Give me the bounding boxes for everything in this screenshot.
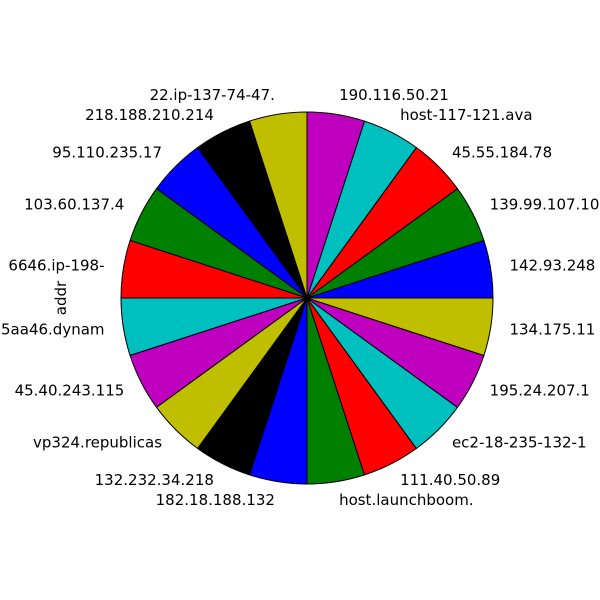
pie-slice-label: 139.99.107.10 (490, 195, 600, 213)
pie-slice-label: vp324.republicas (33, 433, 162, 451)
pie-slice-label: 103.60.137.4 (24, 195, 124, 213)
pie-slice-label: 134.175.11 (509, 321, 595, 339)
pie-slice-label: 95.110.235.17 (52, 144, 162, 162)
pie-slices (120, 111, 494, 485)
pie-slice (306, 297, 494, 357)
pie-slice-label: 182.18.188.132 (156, 491, 275, 509)
pie-slice-label: host-117-121.ava (400, 106, 533, 124)
pie-slice-label: 190.116.50.21 (339, 86, 449, 104)
pie-slice-label: 5aa46.dynam (1, 321, 105, 339)
pie-slice-label: 218.188.210.214 (85, 106, 214, 124)
pie-slice-label: 195.24.207.1 (490, 382, 590, 400)
pie-slice-label: 111.40.50.89 (400, 471, 500, 489)
pie-slice-label: 22.ip-137-74-47. (150, 86, 275, 104)
pie-slice-label: 142.93.248 (509, 256, 595, 274)
pie-slice-label: 132.232.34.218 (95, 471, 214, 489)
pie-slice-label: 45.55.184.78 (452, 144, 552, 162)
pie-slice-label: host.launchboom. (339, 491, 474, 509)
y-axis-label: addr (52, 280, 70, 315)
pie-labels: 142.93.248 139.99.107.10 45.55.184.78 host-… (1, 86, 599, 509)
pie-slice-label: ec2-18-235-132-1 (452, 433, 587, 451)
pie-slice-label: 45.40.243.115 (15, 382, 125, 400)
pie-slice-label: 6646.ip-198- (8, 256, 104, 274)
